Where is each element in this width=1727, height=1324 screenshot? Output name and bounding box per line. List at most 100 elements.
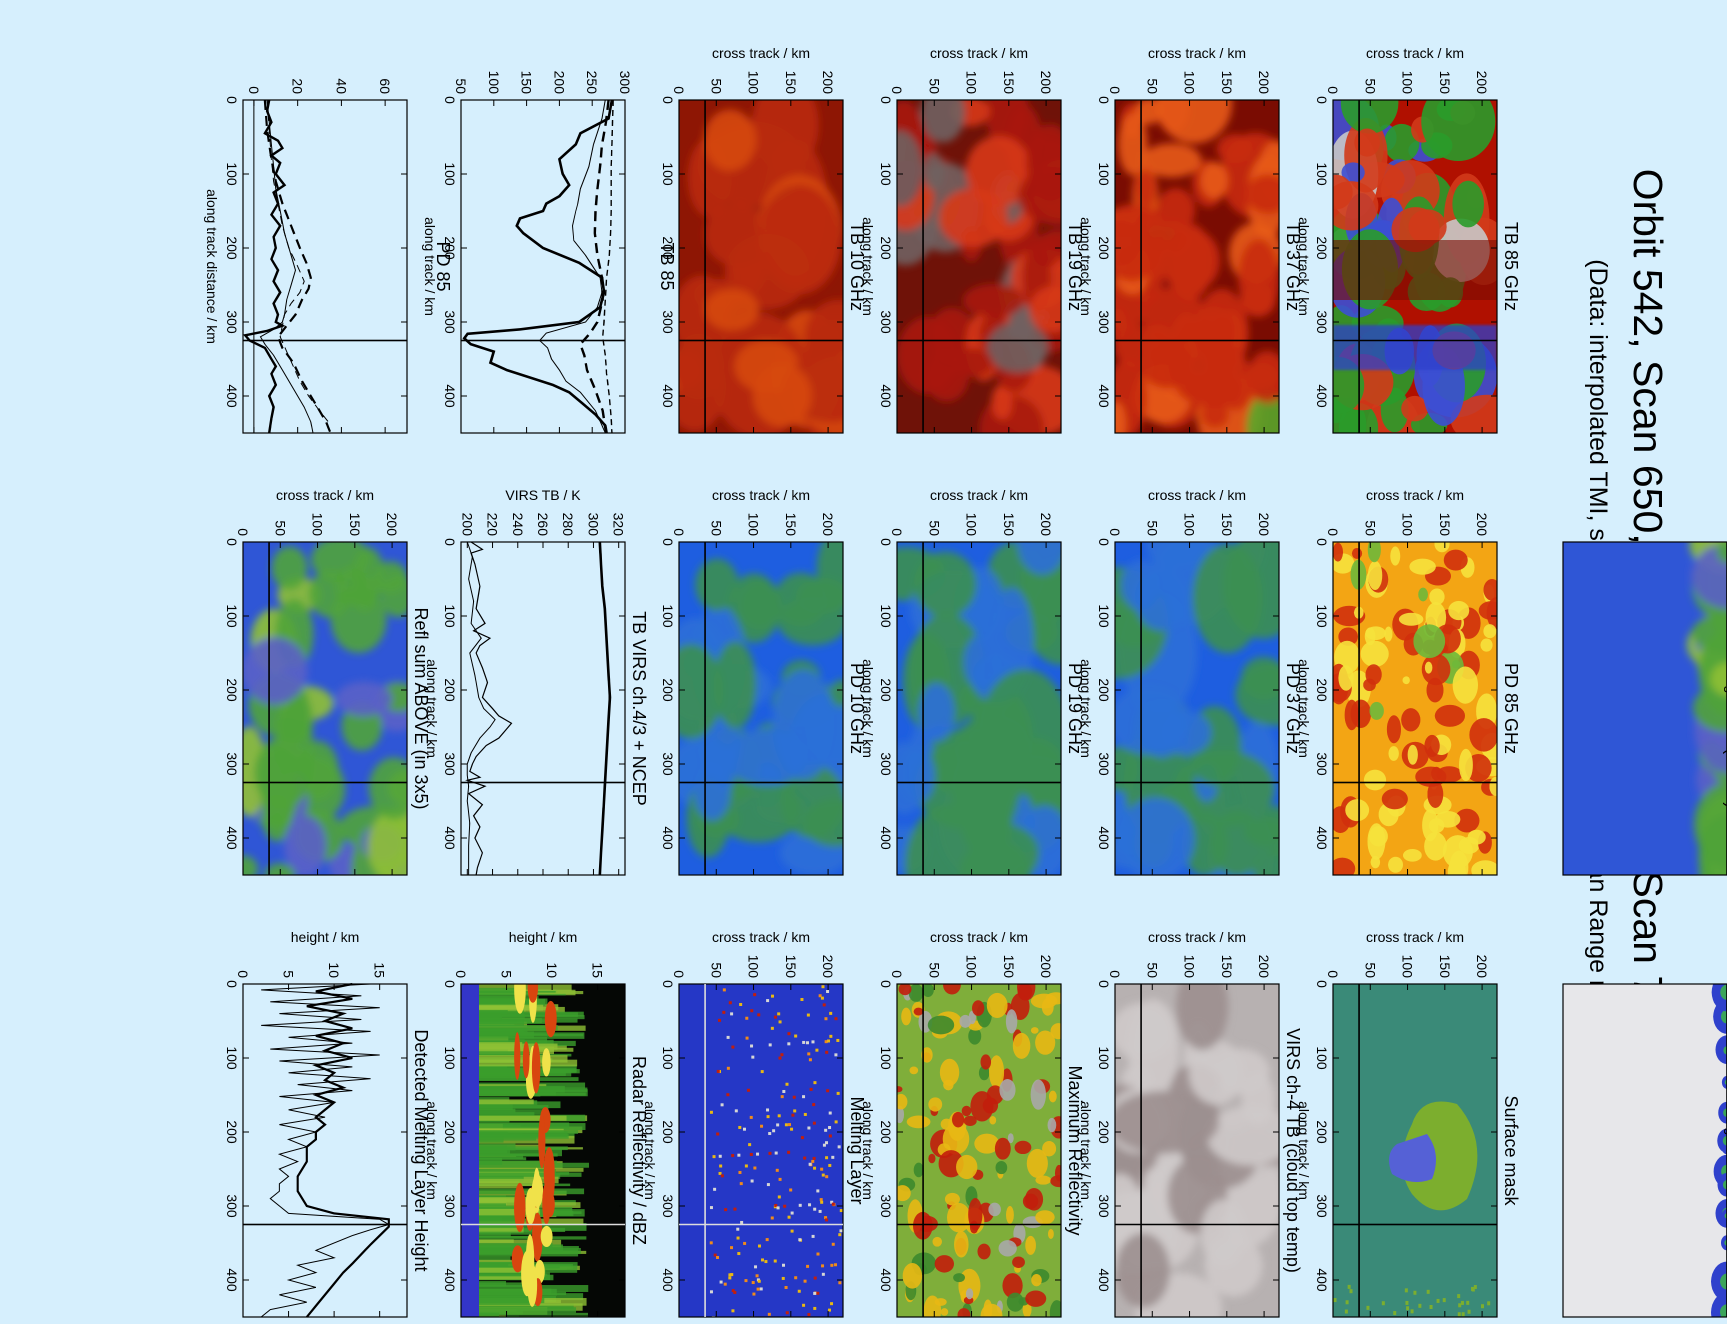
maxref-xlabel: along track / km <box>1078 1101 1094 1200</box>
radar-ytick-label: 5 <box>499 970 515 978</box>
tb85-xtick-label: 400 <box>1314 384 1330 408</box>
virsmap-ytick-label: 150 <box>1219 955 1235 979</box>
tb10-ylabel: cross track / km <box>712 45 810 61</box>
pd19-title: PD 19 GHz <box>1065 663 1085 754</box>
refabove-ytick-label: 200 <box>384 513 400 537</box>
tb85line-ytick-label: 250 <box>584 71 600 95</box>
reftotal-xlabel: along track / km <box>1724 659 1727 758</box>
surface-xtick-label: 200 <box>1314 1120 1330 1144</box>
pd37-title: PD 37 GHz <box>1283 663 1303 754</box>
pd37-ytick-label: 200 <box>1256 513 1272 537</box>
virsline-ytick-label: 320 <box>611 513 627 537</box>
virsmap-xtick-label: 300 <box>1096 1194 1112 1218</box>
tb85line-xlabel: along track / km <box>422 217 438 316</box>
pd85-ytick-label: 150 <box>1437 513 1453 537</box>
pd19-xtick-label: 0 <box>878 538 894 546</box>
lis-ytick-label: 0 <box>1724 970 1727 978</box>
pd10-title: PD 10 GHz <box>847 663 867 754</box>
maxref-xtick-label: 200 <box>878 1120 894 1144</box>
tb85-title: TB 85 GHz <box>1501 222 1521 311</box>
pd37-ytick-label: 50 <box>1144 520 1160 536</box>
maxref-ytick-label: 50 <box>926 962 942 978</box>
tb37-ytick-label: 50 <box>1144 78 1160 94</box>
pd19-xtick-label: 300 <box>878 752 894 776</box>
pd10-ytick-label: 50 <box>708 520 724 536</box>
tb19-frame <box>896 99 1062 434</box>
tb85-ytick-label: 200 <box>1474 71 1490 95</box>
tb85-ytick-label: 150 <box>1437 71 1453 95</box>
pd10-ylabel: cross track / km <box>712 487 810 503</box>
reftotal-image-base <box>1563 542 1727 875</box>
panel-pd19: 0 100 200 300 400 0 50 100 150 200 PD 19 GHzalong … <box>878 487 1094 876</box>
panel-virsmap: 0 100 200 300 400 0 50 100 150 200 VIRS ch-4 TB (c… <box>1096 929 1312 1318</box>
radar-xlabel: along track / km <box>642 1101 658 1200</box>
pd85line-xtick-label: 100 <box>224 162 240 186</box>
refabove-xtick-label: 0 <box>224 538 240 546</box>
tb85-ytick-label: 0 <box>1325 86 1341 94</box>
refabove-xtick-label: 400 <box>224 826 240 850</box>
pd85-ytick-label: 100 <box>1400 513 1416 537</box>
pd85-xtick-label: 100 <box>1314 604 1330 628</box>
meltline-series-line-2 <box>296 982 390 1318</box>
melt-ytick-label: 0 <box>671 970 687 978</box>
virsline-ytick-label: 260 <box>535 513 551 537</box>
pd85line-xlabel: along track distance / km <box>204 189 220 344</box>
radar-title: Radar Reflectivity / dBZ <box>629 1056 649 1245</box>
pd85-ytick-label: 0 <box>1325 528 1341 536</box>
tb19-xlabel: along track / km <box>1078 217 1094 316</box>
radar-ytick-label: 10 <box>544 962 560 978</box>
pd85-frame <box>1332 541 1498 876</box>
meltline-xtick-label: 400 <box>224 1268 240 1292</box>
melt-image-base <box>679 984 843 1317</box>
pd85line-series-line-2 <box>259 99 314 434</box>
panel-tb19: 0 100 200 300 400 0 50 100 150 200 TB 19 GHzalong … <box>878 45 1094 434</box>
radar-xtick-label: 300 <box>442 1194 458 1218</box>
melt-ytick-label: 150 <box>783 955 799 979</box>
pd37-xlabel: along track / km <box>1296 659 1312 758</box>
tb10-image-field <box>679 100 843 433</box>
lis-image-field <box>1711 984 1727 1317</box>
meltline-ytick-label: 10 <box>326 962 342 978</box>
reftotal-xtick-label: 300 <box>1724 752 1727 776</box>
pd37-ytick-label: 0 <box>1107 528 1123 536</box>
refabove-ylabel: cross track / km <box>276 487 374 503</box>
meltline-xtick-label: 100 <box>224 1046 240 1070</box>
pd19-ytick-label: 200 <box>1038 513 1054 537</box>
refabove-xlabel: along track / km <box>424 659 440 758</box>
panel-pd10: 0 100 200 300 400 0 50 100 150 200 PD 10 GHzalong … <box>660 487 876 876</box>
meltline-xtick-label: 0 <box>224 980 240 988</box>
panel-tb37: 0 100 200 300 400 0 50 100 150 200 TB 37 GHzalong … <box>1096 45 1312 434</box>
melt-xtick-label: 400 <box>660 1268 676 1292</box>
pd85line-series-line-4 <box>266 99 329 423</box>
refabove-ytick-label: 0 <box>235 528 251 536</box>
pd37-xtick-label: 0 <box>1096 538 1112 546</box>
tb37-xtick-label: 100 <box>1096 162 1112 186</box>
tb85-image-field <box>1333 100 1497 433</box>
virsline-xtick-label: 0 <box>442 538 458 546</box>
reftotal-xtick-label: 400 <box>1724 826 1727 850</box>
virsline-frame <box>460 541 626 876</box>
pd10-xtick-label: 400 <box>660 826 676 850</box>
tb85line-xtick-label: 0 <box>442 96 458 104</box>
virsline-ylabel: VIRS TB / K <box>505 487 581 503</box>
melt-xtick-label: 100 <box>660 1046 676 1070</box>
pd37-frame <box>1114 541 1280 876</box>
surface-ytick-label: 50 <box>1362 962 1378 978</box>
radar-xtick-label: 0 <box>442 980 458 988</box>
tb37-ylabel: cross track / km <box>1148 45 1246 61</box>
pd37-ylabel: cross track / km <box>1148 487 1246 503</box>
virsmap-ytick-label: 50 <box>1144 962 1160 978</box>
tb85line-title: TB 85 <box>657 242 677 290</box>
lis-xtick-label: 0 <box>1724 980 1727 988</box>
tb19-ytick-label: 0 <box>889 86 905 94</box>
reftotal-frame <box>1562 541 1727 876</box>
surface-image-field <box>1333 1101 1491 1317</box>
virsmap-xlabel: along track / km <box>1296 1101 1312 1200</box>
virsmap-ytick-label: 100 <box>1182 955 1198 979</box>
tb10-title: TB 10 GHz <box>847 222 867 311</box>
maxref-ytick-label: 150 <box>1001 955 1017 979</box>
tb10-xtick-label: 200 <box>660 236 676 260</box>
pd37-xtick-label: 100 <box>1096 604 1112 628</box>
panel-tb10: 0 100 200 300 400 0 50 100 150 200 TB 10 GHzalong … <box>660 45 876 434</box>
maxref-title: Maximum Reflectivity <box>1065 1065 1085 1235</box>
